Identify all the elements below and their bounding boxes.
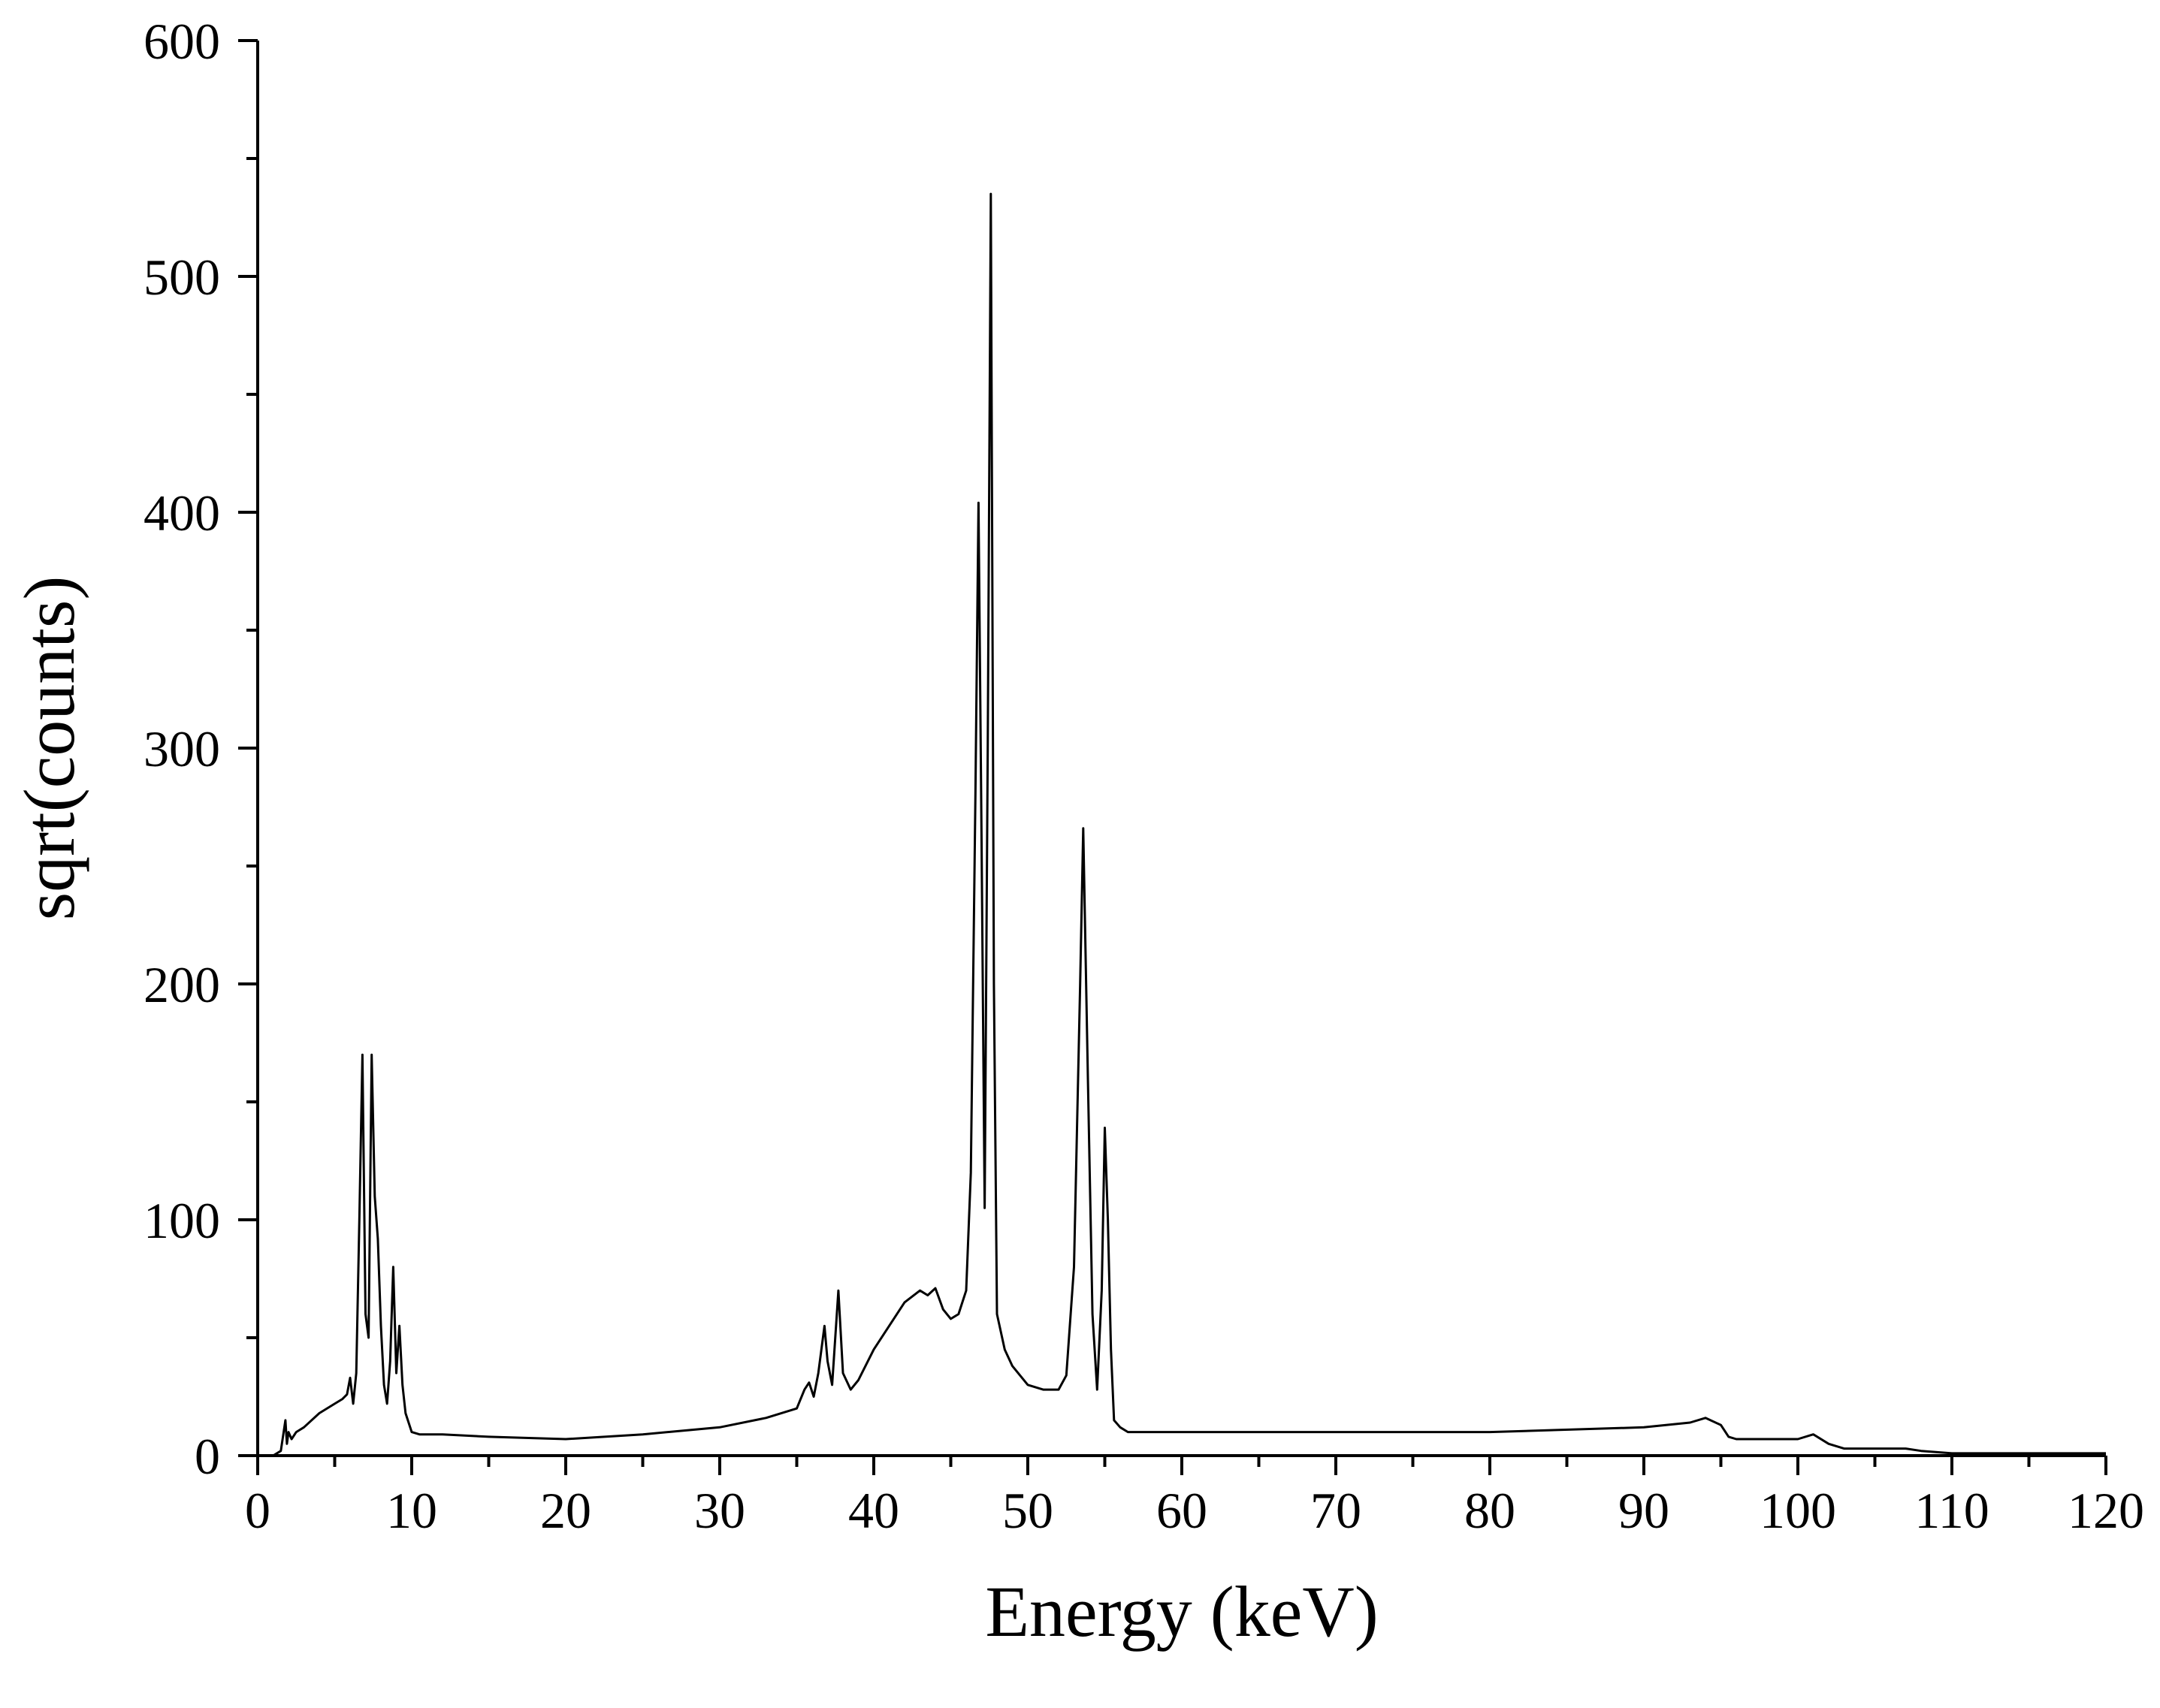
x-axis-title: Energy (keV) — [985, 1571, 1378, 1652]
x-tick-label: 100 — [1760, 1482, 1836, 1539]
y-tick-label: 0 — [195, 1428, 220, 1485]
y-tick-label: 200 — [143, 956, 220, 1013]
plot-area — [272, 192, 2106, 1457]
x-tick-label: 0 — [245, 1482, 270, 1539]
x-tick-label: 110 — [1914, 1482, 1989, 1539]
x-tick-label: 10 — [386, 1482, 437, 1539]
x-tick-label: 60 — [1156, 1482, 1207, 1539]
y-tick-label: 300 — [143, 720, 220, 777]
x-tick-label: 30 — [694, 1482, 745, 1539]
x-tick-label: 40 — [848, 1482, 899, 1539]
y-axis-title: sqrt(counts) — [9, 576, 89, 921]
spectrum-line — [272, 192, 2106, 1457]
x-tick-label: 90 — [1618, 1482, 1669, 1539]
y-tick-label: 100 — [143, 1192, 220, 1249]
x-tick-label: 80 — [1464, 1482, 1515, 1539]
y-tick-label: 400 — [143, 484, 220, 542]
x-tick-label: 50 — [1002, 1482, 1053, 1539]
x-tick-label: 120 — [2068, 1482, 2144, 1539]
x-axis: 0 10 20 30 40 50 60 70 80 90 100 110 120 — [245, 1454, 2144, 1539]
y-tick-label: 600 — [143, 13, 220, 70]
x-tick-label: 20 — [540, 1482, 591, 1539]
y-axis: 0 100 200 300 400 500 600 — [143, 13, 259, 1485]
y-tick-label: 500 — [143, 249, 220, 306]
x-tick-label: 70 — [1310, 1482, 1361, 1539]
